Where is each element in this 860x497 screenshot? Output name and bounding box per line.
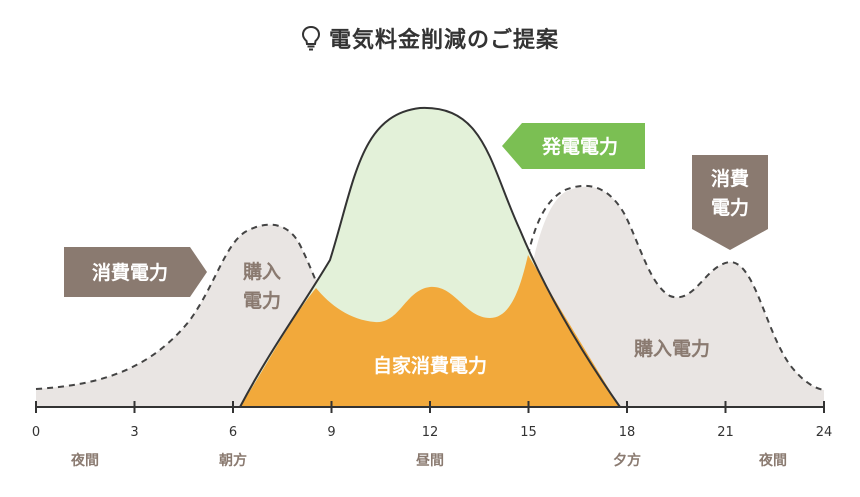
period-label: 夕方 (613, 452, 641, 469)
consumption-line-right (527, 185, 825, 391)
purchase-label-right: 購入電力 (634, 337, 710, 360)
tick-label: 21 (717, 425, 734, 440)
generation-label-tag: 発電電力 (502, 123, 645, 169)
tick-label: 24 (816, 425, 833, 440)
tick-label: 9 (327, 425, 335, 440)
consumption-label-right-line2: 電力 (711, 196, 749, 219)
tick-label: 0 (32, 425, 40, 440)
lightbulb-icon (301, 25, 321, 57)
axis-ticks (35, 401, 825, 413)
tick-label: 18 (619, 425, 636, 440)
period-label: 昼間 (416, 453, 444, 469)
tick-label: 6 (229, 425, 237, 440)
tick-label: 12 (422, 425, 439, 440)
purchase-label-left-line1: 購入 (243, 260, 281, 283)
tick-label: 15 (520, 425, 537, 440)
consumption-label-left-tag: 消費電力 (64, 247, 207, 297)
tick-label: 3 (130, 425, 138, 440)
generation-line (239, 106, 621, 408)
page-title: 電気料金削減のご提案 (0, 22, 860, 57)
title-text: 電気料金削減のご提案 (328, 28, 559, 53)
self-consumption-area (240, 255, 620, 407)
consumption-label-left: 消費電力 (92, 261, 168, 284)
period-label: 夜間 (758, 452, 787, 469)
consumption-line (35, 223, 321, 390)
period-label: 朝方 (219, 452, 247, 469)
purchase-label-left-line2: 電力 (243, 289, 281, 312)
consumption-label-right-line1: 消費 (711, 167, 749, 190)
generation-label: 発電電力 (541, 135, 618, 158)
self-consumption-label: 自家消費電力 (373, 354, 487, 377)
period-label: 夜間 (70, 452, 99, 469)
consumption-label-right-tag: 消費 電力 (692, 155, 768, 250)
